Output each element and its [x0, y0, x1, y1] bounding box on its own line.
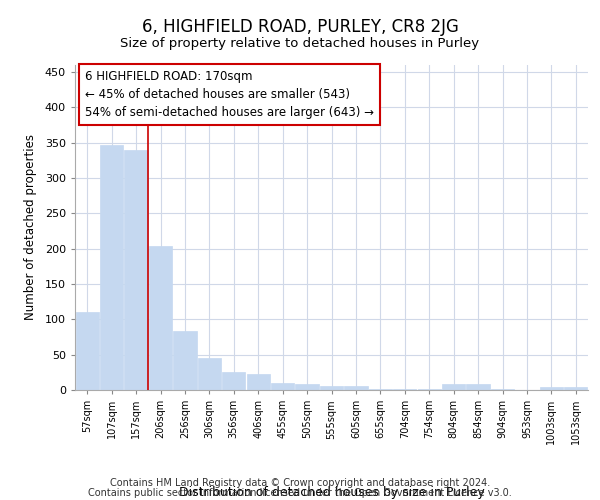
Bar	[124, 150, 148, 390]
Bar	[100, 145, 123, 390]
Bar	[149, 246, 172, 390]
Text: Contains public sector information licensed under the Open Government Licence v3: Contains public sector information licen…	[88, 488, 512, 498]
Bar	[564, 387, 587, 390]
Bar	[295, 384, 319, 390]
Text: 6 HIGHFIELD ROAD: 170sqm
← 45% of detached houses are smaller (543)
54% of semi-: 6 HIGHFIELD ROAD: 170sqm ← 45% of detach…	[85, 70, 374, 119]
Y-axis label: Number of detached properties: Number of detached properties	[23, 134, 37, 320]
Bar	[442, 384, 465, 390]
Bar	[76, 312, 99, 390]
Bar	[271, 383, 294, 390]
Text: Size of property relative to detached houses in Purley: Size of property relative to detached ho…	[121, 38, 479, 51]
X-axis label: Distribution of detached houses by size in Purley: Distribution of detached houses by size …	[179, 486, 484, 499]
Text: Contains HM Land Registry data © Crown copyright and database right 2024.: Contains HM Land Registry data © Crown c…	[110, 478, 490, 488]
Bar	[320, 386, 343, 390]
Bar	[198, 358, 221, 390]
Bar	[466, 384, 490, 390]
Bar	[540, 387, 563, 390]
Bar	[222, 372, 245, 390]
Bar	[344, 386, 368, 390]
Bar	[173, 330, 197, 390]
Text: 6, HIGHFIELD ROAD, PURLEY, CR8 2JG: 6, HIGHFIELD ROAD, PURLEY, CR8 2JG	[142, 18, 458, 36]
Bar	[247, 374, 270, 390]
